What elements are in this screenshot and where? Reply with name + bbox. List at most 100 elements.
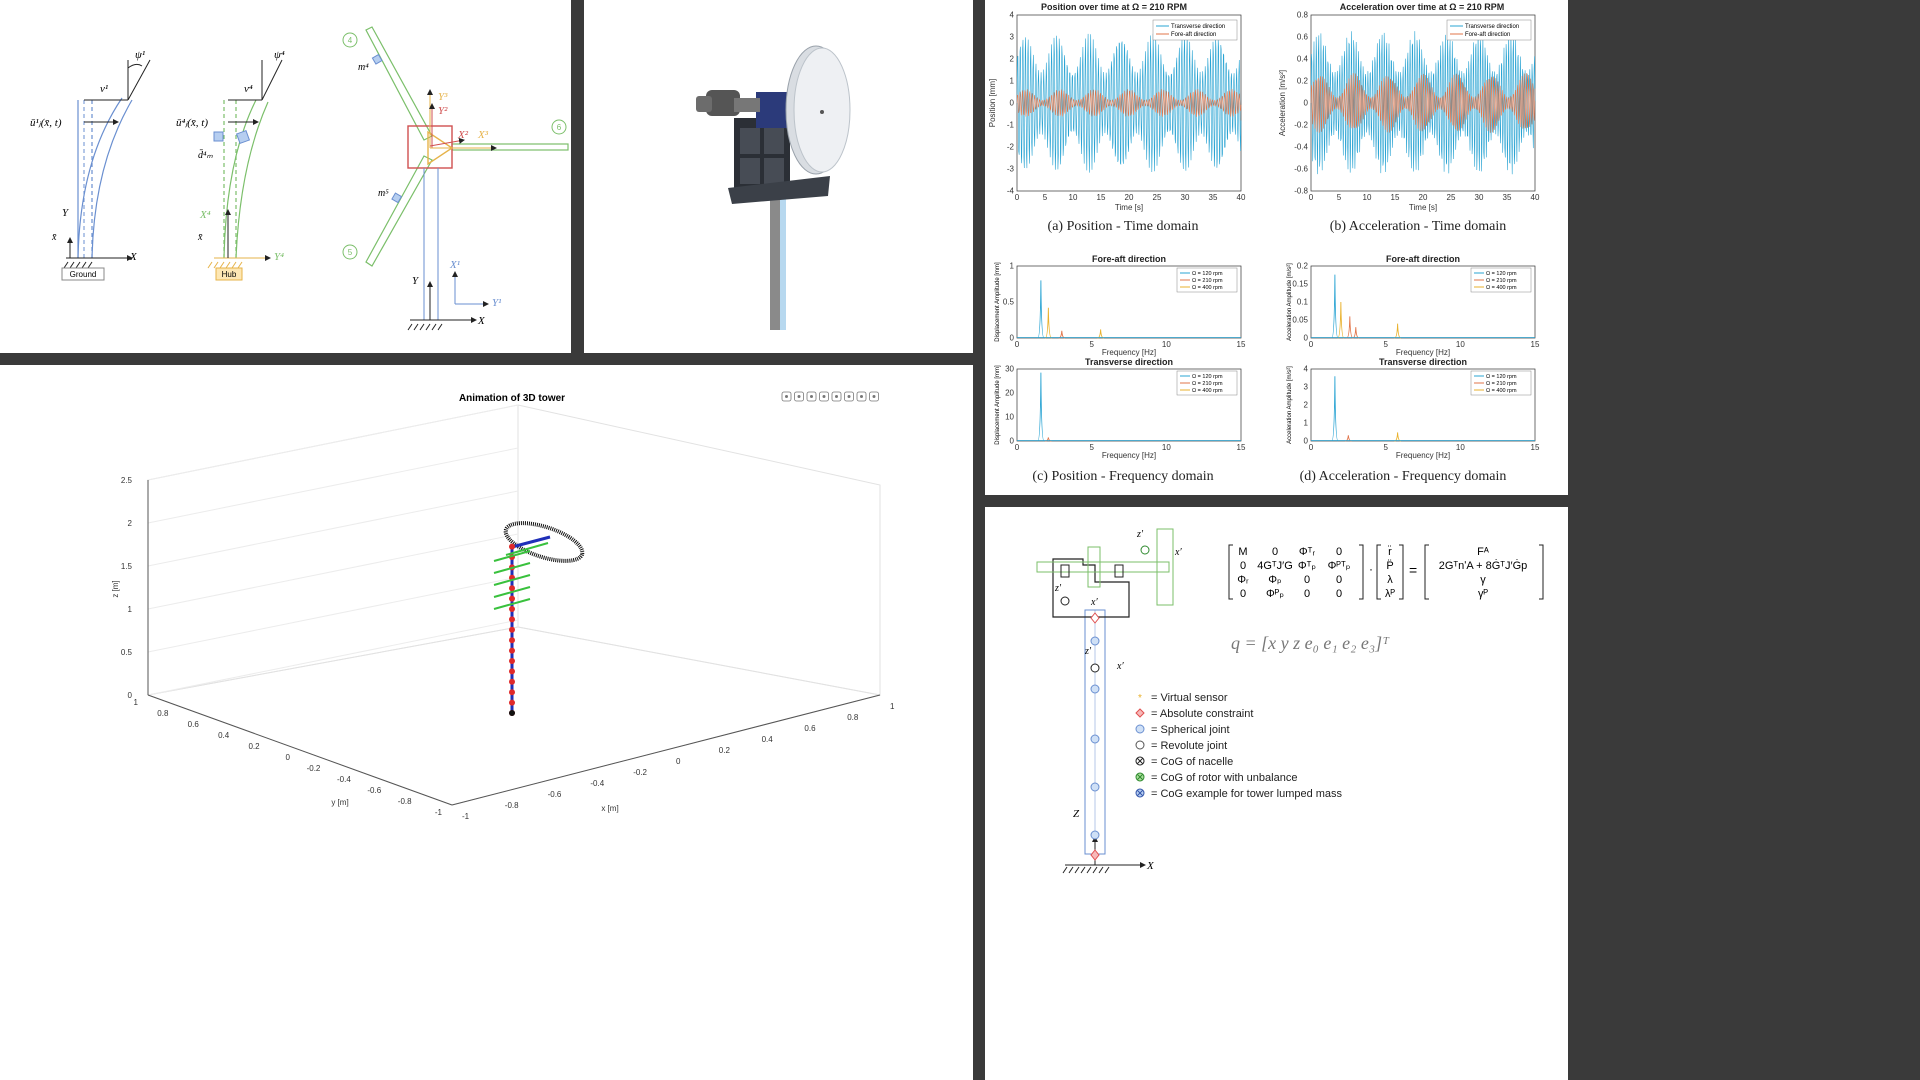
export-icon[interactable] <box>781 391 792 402</box>
acc-freq-tr-xticks: 0 5 10 15 <box>1309 443 1540 452</box>
rotor-cog <box>1140 545 1150 555</box>
y3-label: Y³ <box>438 91 448 103</box>
y-tick: 0.8 <box>157 709 169 718</box>
pos-freq-tr-xtick: 10 <box>1162 443 1171 452</box>
nacelle-cog <box>1060 596 1070 606</box>
y-tick: -0.2 <box>307 764 321 773</box>
tower-node <box>509 585 515 592</box>
x4-label: X⁴ <box>199 209 211 221</box>
pos-freq-fa-xtick: 5 <box>1089 340 1094 349</box>
x-tick: -0.8 <box>505 801 519 810</box>
z-prime-tower-label: z′ <box>1084 646 1092 657</box>
y-tick: 0.2 <box>248 742 260 751</box>
y-tick: -1 <box>435 808 443 817</box>
psi1-label: ψ¹ <box>135 49 145 61</box>
tower3d-figure: Animation of 3D tower 2.5 2 1.5 1 0.5 0 1 0.8 0… <box>111 391 895 821</box>
y2-label: Y² <box>438 105 448 117</box>
acc-freq-tr-data <box>1311 376 1535 442</box>
pos-time-ytick: -2 <box>1007 143 1015 152</box>
tower3d-panel: Animation of 3D tower 2.5 2 1.5 1 0.5 0 1 0.8 0… <box>0 365 973 1080</box>
acc-freq-caption: (d) Acceleration - Frequency domain <box>1300 469 1507 484</box>
y-ticks: 1 0.8 0.6 0.4 0.2 0 -0.2 -0.4 -0.6 -0.8 -1 <box>134 698 443 817</box>
acc-freq-fa-xtick: 15 <box>1531 340 1540 349</box>
x-ground-label: X <box>477 315 486 327</box>
pos-freq-legend-3: Ω = 400 rpm <box>1192 285 1223 291</box>
acc-time-ytick: -0.2 <box>1294 121 1308 130</box>
z-tick: 0.5 <box>121 648 133 657</box>
pos-freq-legend-tr: Ω = 120 rpm Ω = 210 rpm Ω = 400 rpm <box>1176 370 1238 396</box>
pos-freq-fa-ytick: 0.5 <box>1003 298 1015 307</box>
sensor-arm <box>493 574 531 586</box>
eq-lhs-cell: 0 <box>1304 588 1310 600</box>
pos-time-xtick: 0 <box>1015 193 1020 202</box>
x-axis-label: x [m] <box>601 804 618 813</box>
rotor-disk <box>503 521 585 563</box>
tower-node <box>509 668 515 675</box>
pos-freq-tr-xticks: 0 5 10 15 <box>1015 443 1246 452</box>
x-tick: 0.4 <box>762 735 774 744</box>
x-prime-nacelle-label: x′ <box>1090 597 1098 608</box>
acc-time-xtick: 5 <box>1337 193 1342 202</box>
pos-freq-tr-xtick: 15 <box>1237 443 1246 452</box>
legend-label: = Virtual sensor <box>1151 692 1228 704</box>
pos-time-ytick: 2 <box>1010 55 1015 64</box>
acc-time-ytick: -0.6 <box>1294 165 1308 174</box>
home-icon[interactable] <box>869 391 879 402</box>
pos-freq-tr-ytick: 30 <box>1005 365 1014 374</box>
x2-label: X² <box>457 129 469 141</box>
y-tick: -0.4 <box>337 775 351 784</box>
pos-time-ytick: 1 <box>1010 77 1015 86</box>
tower-node <box>509 637 515 644</box>
acc-time-xtick: 0 <box>1309 193 1314 202</box>
pos-freq-fa-ytick: 1 <box>1010 262 1015 271</box>
acc-freq-tr-ylabel: Acceleration Amplitude [m/s²] <box>1287 366 1293 444</box>
plots-svg: Position over time at Ω = 210 RPM 43210-… <box>988 2 1540 484</box>
pos-time-legend <box>1152 19 1238 41</box>
acc-time-data <box>1310 31 1536 175</box>
zoom-in-icon[interactable] <box>844 391 854 402</box>
eq-vec-cell: P̈ <box>1386 559 1393 572</box>
tower-node <box>509 678 515 685</box>
tower-node <box>509 626 515 633</box>
x-prime-rotor-label: x′ <box>1174 547 1182 558</box>
acc-time-xtick: 30 <box>1475 193 1484 202</box>
acc-time-xtick: 25 <box>1447 193 1456 202</box>
pos-freq-tr-xlabel: Frequency [Hz] <box>1102 451 1156 460</box>
acc-freq-fa-ytick: 0 <box>1304 334 1309 343</box>
x-frame-label: X <box>1146 860 1155 872</box>
spherical-joint <box>1090 782 1100 792</box>
pos-freq-fa-yticks: 10.50 <box>1003 262 1015 343</box>
svg-text:·: · <box>1369 562 1373 576</box>
pos-time-data <box>1016 33 1242 173</box>
pos-freq-fa-ylabel: Displacement Amplitude [mm] <box>995 262 1001 342</box>
pos-time-ytick: -1 <box>1007 121 1015 130</box>
acc-freq-tr-legend-3: Ω = 400 rpm <box>1486 388 1517 394</box>
acc-time-xtick: 40 <box>1531 193 1540 202</box>
star-icon: * <box>1138 693 1142 704</box>
rotor-star: 4 5 6 m⁴ m⁵ Y³ Y² X² X³ X¹ Y¹ <box>342 26 569 331</box>
acc-time-ylabel: Acceleration [m/s²] <box>1278 70 1287 136</box>
u1-label: ū¹ⱼ(x̄, t) <box>30 117 62 129</box>
z-prime-nacelle-label: z′ <box>1054 583 1062 594</box>
z-tick: 0 <box>128 691 133 700</box>
pos-freq-tr-legend-3: Ω = 400 rpm <box>1192 388 1223 394</box>
pos-freq-tr-ytick: 0 <box>1010 437 1015 446</box>
zoom-out-icon[interactable] <box>856 391 867 402</box>
eq-lhs-cell: Φₚ <box>1268 574 1282 586</box>
brush-icon[interactable] <box>794 391 804 402</box>
pos-freq-tr-ytick: 20 <box>1005 389 1014 398</box>
eq-vec-cell: r̈ <box>1387 545 1392 558</box>
u4-label: ū⁴ⱼ(x̄, t) <box>176 117 208 129</box>
acc-freq-tr-xlabel: Frequency [Hz] <box>1396 451 1450 460</box>
tower3d-title: Animation of 3D tower <box>459 393 565 404</box>
pos-freq-tr-xtick: 5 <box>1089 443 1094 452</box>
rotate-icon[interactable] <box>819 391 829 402</box>
acc-freq-tr-xtick: 0 <box>1309 443 1314 452</box>
datatip-icon[interactable] <box>806 391 817 402</box>
x1-label: X¹ <box>449 259 460 271</box>
acc-time-xtick: 35 <box>1503 193 1512 202</box>
pan-icon[interactable] <box>831 391 842 402</box>
acc-time-ytick: -0.8 <box>1294 187 1308 196</box>
pos-time-ytick: 0 <box>1010 99 1015 108</box>
pos-freq-chart: Fore-aft direction 10.50 0 5 10 15 Frequenc… <box>995 254 1246 484</box>
